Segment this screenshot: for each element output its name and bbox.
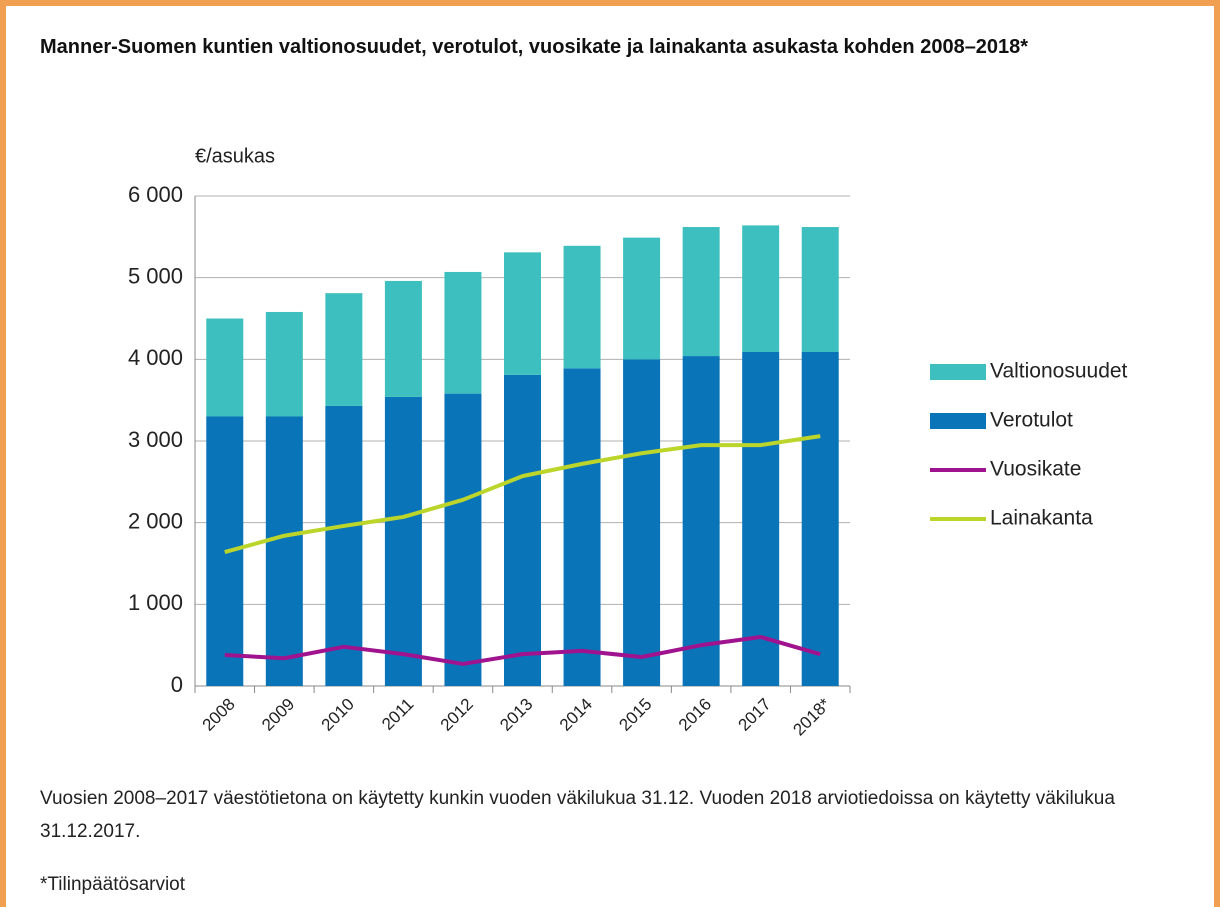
bar-segment <box>206 318 244 417</box>
bar-segment <box>563 245 601 369</box>
legend-swatch <box>930 364 986 380</box>
bar-segment <box>742 351 780 686</box>
bar-segment <box>325 405 363 686</box>
bar-segment <box>682 227 720 357</box>
bar-segment <box>801 227 839 352</box>
y-tick-label: 3 000 <box>128 427 183 452</box>
bar-segment <box>265 416 303 686</box>
legend-label: Lainakanta <box>990 507 1093 530</box>
bar-segment <box>384 396 422 686</box>
footnote: Vuosien 2008–2017 väestötietona on käyte… <box>40 788 1115 842</box>
x-tick-label: 2013 <box>496 695 536 735</box>
bar-segment <box>444 271 482 394</box>
x-tick-label: 2017 <box>734 695 774 735</box>
bar-segment <box>623 237 661 360</box>
y-tick-label: 5 000 <box>128 263 183 288</box>
x-tick-label: 2016 <box>675 695 715 735</box>
x-tick-label: 2012 <box>437 695 477 735</box>
bar-segment <box>563 368 601 686</box>
x-tick-label: 2018* <box>789 694 834 739</box>
chart-title: Manner-Suomen kuntien valtionosuudet, ve… <box>40 36 1029 58</box>
y-tick-label: 0 <box>171 672 183 697</box>
x-tick-label: 2008 <box>199 695 239 735</box>
x-tick-label: 2015 <box>615 695 655 735</box>
x-tick-label: 2011 <box>378 695 417 734</box>
bar-segment <box>384 280 422 397</box>
line <box>224 434 821 554</box>
legend-label: Valtionosuudet <box>990 360 1128 383</box>
footnote: *Tilinpäätösarviot <box>40 874 186 895</box>
bar-segment <box>504 252 541 375</box>
bar-segment <box>325 293 363 406</box>
legend-swatch <box>930 413 986 429</box>
bar-segment <box>265 311 303 417</box>
bar-segment <box>444 393 482 686</box>
y-tick-label: 1 000 <box>128 590 183 615</box>
bar-segment <box>742 225 780 352</box>
bar-segment <box>623 359 661 686</box>
bar-segment <box>504 374 541 686</box>
y-tick-label: 4 000 <box>128 345 183 370</box>
x-tick-label: 2010 <box>318 695 358 735</box>
x-tick-label: 2014 <box>556 695 596 735</box>
legend-label: Vuosikate <box>990 458 1081 481</box>
x-tick-label: 2009 <box>258 695 298 735</box>
y-tick-label: 2 000 <box>128 508 183 533</box>
bar-segment <box>682 356 720 686</box>
line <box>224 635 821 666</box>
y-tick-label: 6 000 <box>128 182 183 207</box>
y-axis-label: €/asukas <box>195 145 275 167</box>
legend-label: Verotulot <box>990 409 1073 432</box>
bar-segment <box>801 351 839 686</box>
